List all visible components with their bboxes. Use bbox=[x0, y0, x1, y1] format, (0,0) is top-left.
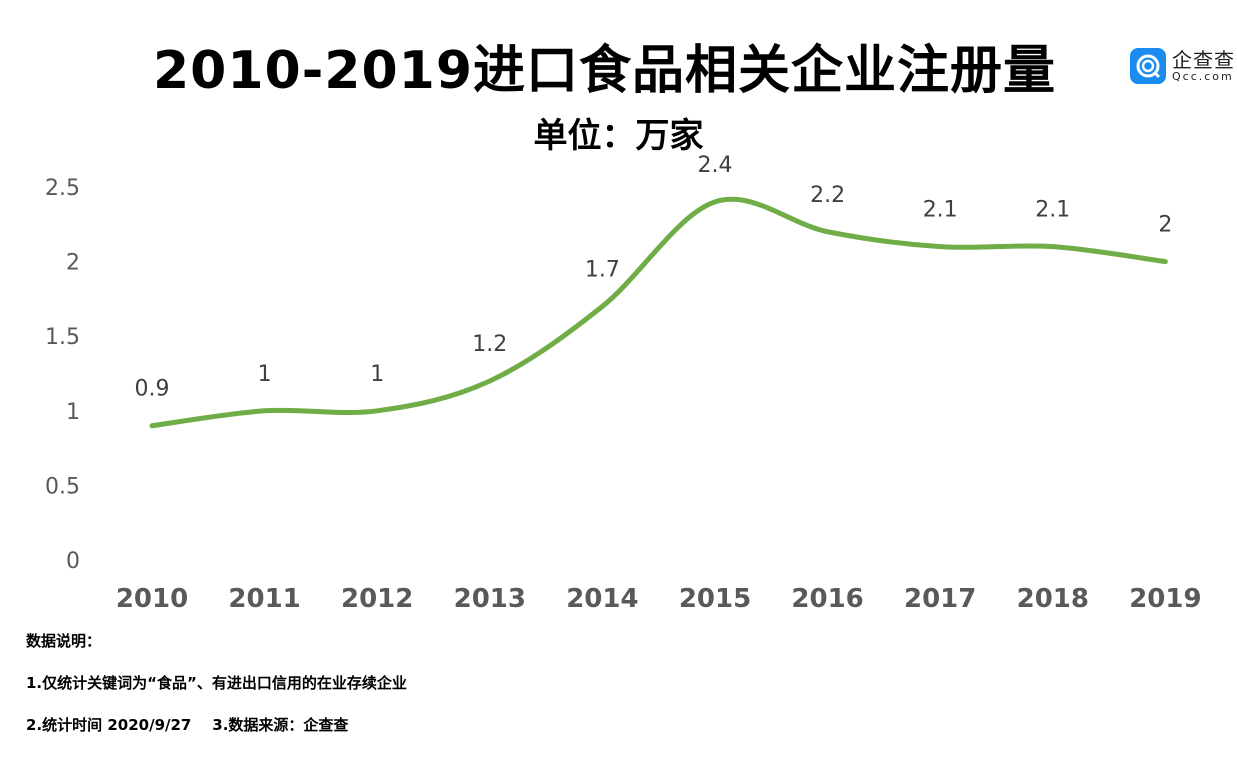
x-tick-label: 2014 bbox=[566, 584, 638, 614]
data-notes: 数据说明： 1.仅统计关键词为“食品”、有进出口信用的在业存续企业 2.统计时间… bbox=[26, 630, 407, 756]
data-label: 0.9 bbox=[135, 377, 170, 402]
data-label: 2.4 bbox=[698, 153, 733, 178]
data-label: 2.1 bbox=[923, 198, 958, 223]
x-tick-label: 2011 bbox=[228, 584, 300, 614]
x-tick-label: 2016 bbox=[791, 584, 863, 614]
line-plot: 0 0.5 1 1.5 2 2.5 2010 2011 2012 2013 2014 2015 2016… bbox=[45, 153, 1202, 614]
data-label: 1 bbox=[370, 362, 384, 387]
y-tick-label: 2.5 bbox=[45, 176, 80, 201]
logo-en-text: Qcc.com bbox=[1172, 69, 1234, 83]
y-tick-label: 0.5 bbox=[45, 474, 80, 499]
y-tick-label: 1 bbox=[66, 400, 80, 425]
data-label: 2.1 bbox=[1035, 198, 1070, 223]
notes-heading: 数据说明： bbox=[26, 632, 102, 650]
logo-cn-text: 企查查 bbox=[1172, 47, 1235, 72]
x-tick-label: 2013 bbox=[454, 584, 526, 614]
series-line bbox=[149, 196, 1168, 429]
qcc-logo-icon bbox=[1130, 48, 1166, 84]
x-tick-label: 2017 bbox=[904, 584, 976, 614]
data-label: 2.2 bbox=[810, 183, 845, 208]
chart-title: 2010-2019进口食品相关企业注册量 bbox=[152, 41, 1057, 101]
data-label: 2 bbox=[1158, 213, 1172, 238]
x-tick-label: 2012 bbox=[341, 584, 413, 614]
data-label: 1.7 bbox=[585, 257, 620, 282]
x-tick-label: 2015 bbox=[679, 584, 751, 614]
notes-line-2: 2.统计时间 2020/9/27 3.数据来源：企查查 bbox=[26, 716, 349, 734]
notes-line-1: 1.仅统计关键词为“食品”、有进出口信用的在业存续企业 bbox=[26, 674, 407, 692]
x-tick-label: 2018 bbox=[1017, 584, 1089, 614]
y-tick-label: 1.5 bbox=[45, 325, 80, 350]
qcc-logo: 企查查 Qcc.com bbox=[1130, 48, 1235, 84]
y-tick-label: 0 bbox=[66, 549, 80, 574]
x-tick-label: 2010 bbox=[116, 584, 188, 614]
chart-subtitle: 单位：万家 bbox=[533, 116, 704, 156]
x-tick-label: 2019 bbox=[1129, 584, 1201, 614]
data-label: 1.2 bbox=[472, 332, 507, 357]
y-tick-label: 2 bbox=[66, 251, 80, 276]
data-label: 1 bbox=[258, 362, 272, 387]
